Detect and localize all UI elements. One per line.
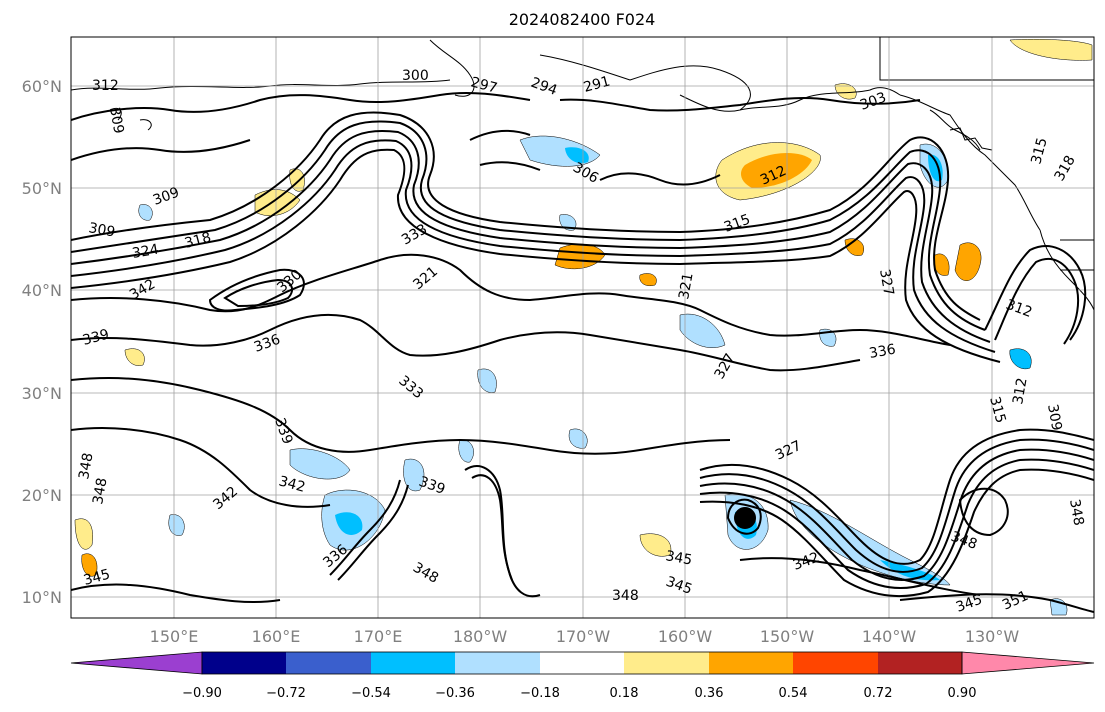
colorbar-frame bbox=[201, 651, 963, 675]
colorbar-segment bbox=[455, 652, 540, 674]
contour-label: 312 bbox=[92, 78, 119, 94]
colorbar-segment bbox=[286, 652, 371, 674]
colorbar-tick-label: 0.18 bbox=[610, 686, 639, 701]
colorbar-tick-label: −0.54 bbox=[351, 686, 391, 701]
colorbar-segment bbox=[371, 652, 455, 674]
colorbar-tick-label: −0.72 bbox=[266, 686, 306, 701]
map-frame bbox=[70, 36, 1095, 619]
lon-tick-label: 160°E bbox=[252, 627, 301, 646]
colorbar-tick-label: −0.18 bbox=[520, 686, 560, 701]
colorbar-segment bbox=[540, 652, 624, 674]
lat-tick-label: 20°N bbox=[22, 486, 62, 505]
map-title: 2024082400 F024 bbox=[509, 10, 656, 29]
lat-tick-label: 60°N bbox=[22, 77, 62, 96]
contour-label: 342 bbox=[277, 473, 307, 495]
contour-label: 324 bbox=[131, 242, 160, 262]
contour-labels-south: 336 327 333 321 339 342 342 339 348 348 … bbox=[76, 221, 1086, 616]
lat-tick-label: 40°N bbox=[22, 281, 62, 300]
colorbar-segment bbox=[878, 652, 962, 674]
contour-label: 345 bbox=[664, 548, 693, 568]
contour-label: 327 bbox=[876, 268, 896, 297]
contour-label: 309 bbox=[87, 220, 116, 240]
lat-tick-label: 30°N bbox=[22, 384, 62, 403]
contour-label: 318 bbox=[183, 229, 213, 251]
contour-label: 291 bbox=[582, 73, 612, 95]
contour-label: 312 bbox=[1010, 377, 1030, 406]
contour-label: 348 bbox=[612, 588, 639, 604]
map-panel: 312 309 300 297 294 291 303 306 312 315 … bbox=[70, 36, 1095, 619]
contour-label: 300 bbox=[402, 68, 429, 84]
colorbar-segment bbox=[793, 652, 878, 674]
lon-tick-label: 170°E bbox=[354, 627, 403, 646]
contour-label: 348 bbox=[76, 452, 96, 481]
colorbar-segment bbox=[202, 652, 286, 674]
contour-label: 348 bbox=[90, 477, 110, 506]
lon-tick-label: 150°W bbox=[760, 627, 815, 646]
lat-tick-label: 10°N bbox=[22, 588, 62, 607]
colorbar-tick-label: −0.90 bbox=[182, 686, 222, 701]
colorbar-segment bbox=[709, 652, 793, 674]
graticule bbox=[71, 37, 1094, 618]
colorbar bbox=[70, 651, 1095, 675]
colorbar-extend-max bbox=[961, 651, 1095, 675]
contour-label: 321 bbox=[676, 272, 696, 301]
lat-tick-label: 50°N bbox=[22, 179, 62, 198]
contour-label: 297 bbox=[469, 74, 499, 96]
latitude-axis: 60°N 50°N 40°N 30°N 20°N 10°N bbox=[22, 77, 62, 607]
contour-label: 309 bbox=[1044, 403, 1064, 432]
colorbar-segment bbox=[624, 652, 709, 674]
contour-label: 339 bbox=[81, 326, 111, 348]
colorbar-ticks: −0.90 −0.72 −0.54 −0.36 −0.18 0.18 0.36 … bbox=[182, 686, 976, 701]
contour-label: 309 bbox=[106, 106, 126, 135]
contour-label: 315 bbox=[1028, 136, 1050, 166]
colorbar-tick-label: 0.36 bbox=[695, 686, 724, 701]
longitude-axis: 150°E 160°E 170°E 180°W 170°W 160°W 150°… bbox=[150, 627, 1020, 646]
colorbar-tick-label: 0.54 bbox=[779, 686, 808, 701]
lon-tick-label: 180°W bbox=[453, 627, 508, 646]
colorbar-tick-label: 0.72 bbox=[864, 686, 893, 701]
colorbar-extend-min bbox=[70, 651, 203, 675]
colorbar-tick-label: −0.36 bbox=[435, 686, 475, 701]
lon-tick-label: 160°W bbox=[658, 627, 713, 646]
lon-tick-label: 140°W bbox=[862, 627, 917, 646]
theta-contours bbox=[71, 91, 1094, 613]
contour-labels-north: 312 309 300 297 294 291 303 306 312 315 … bbox=[81, 68, 1079, 402]
contour-label: 315 bbox=[986, 395, 1008, 425]
lon-tick-label: 130°W bbox=[965, 627, 1020, 646]
lon-tick-label: 170°W bbox=[556, 627, 611, 646]
colorbar-tick-label: 0.90 bbox=[948, 686, 977, 701]
contour-label: 348 bbox=[1066, 498, 1086, 527]
lon-tick-label: 150°E bbox=[150, 627, 199, 646]
contour-label: 345 bbox=[82, 566, 112, 588]
contour-label: 336 bbox=[868, 342, 897, 362]
